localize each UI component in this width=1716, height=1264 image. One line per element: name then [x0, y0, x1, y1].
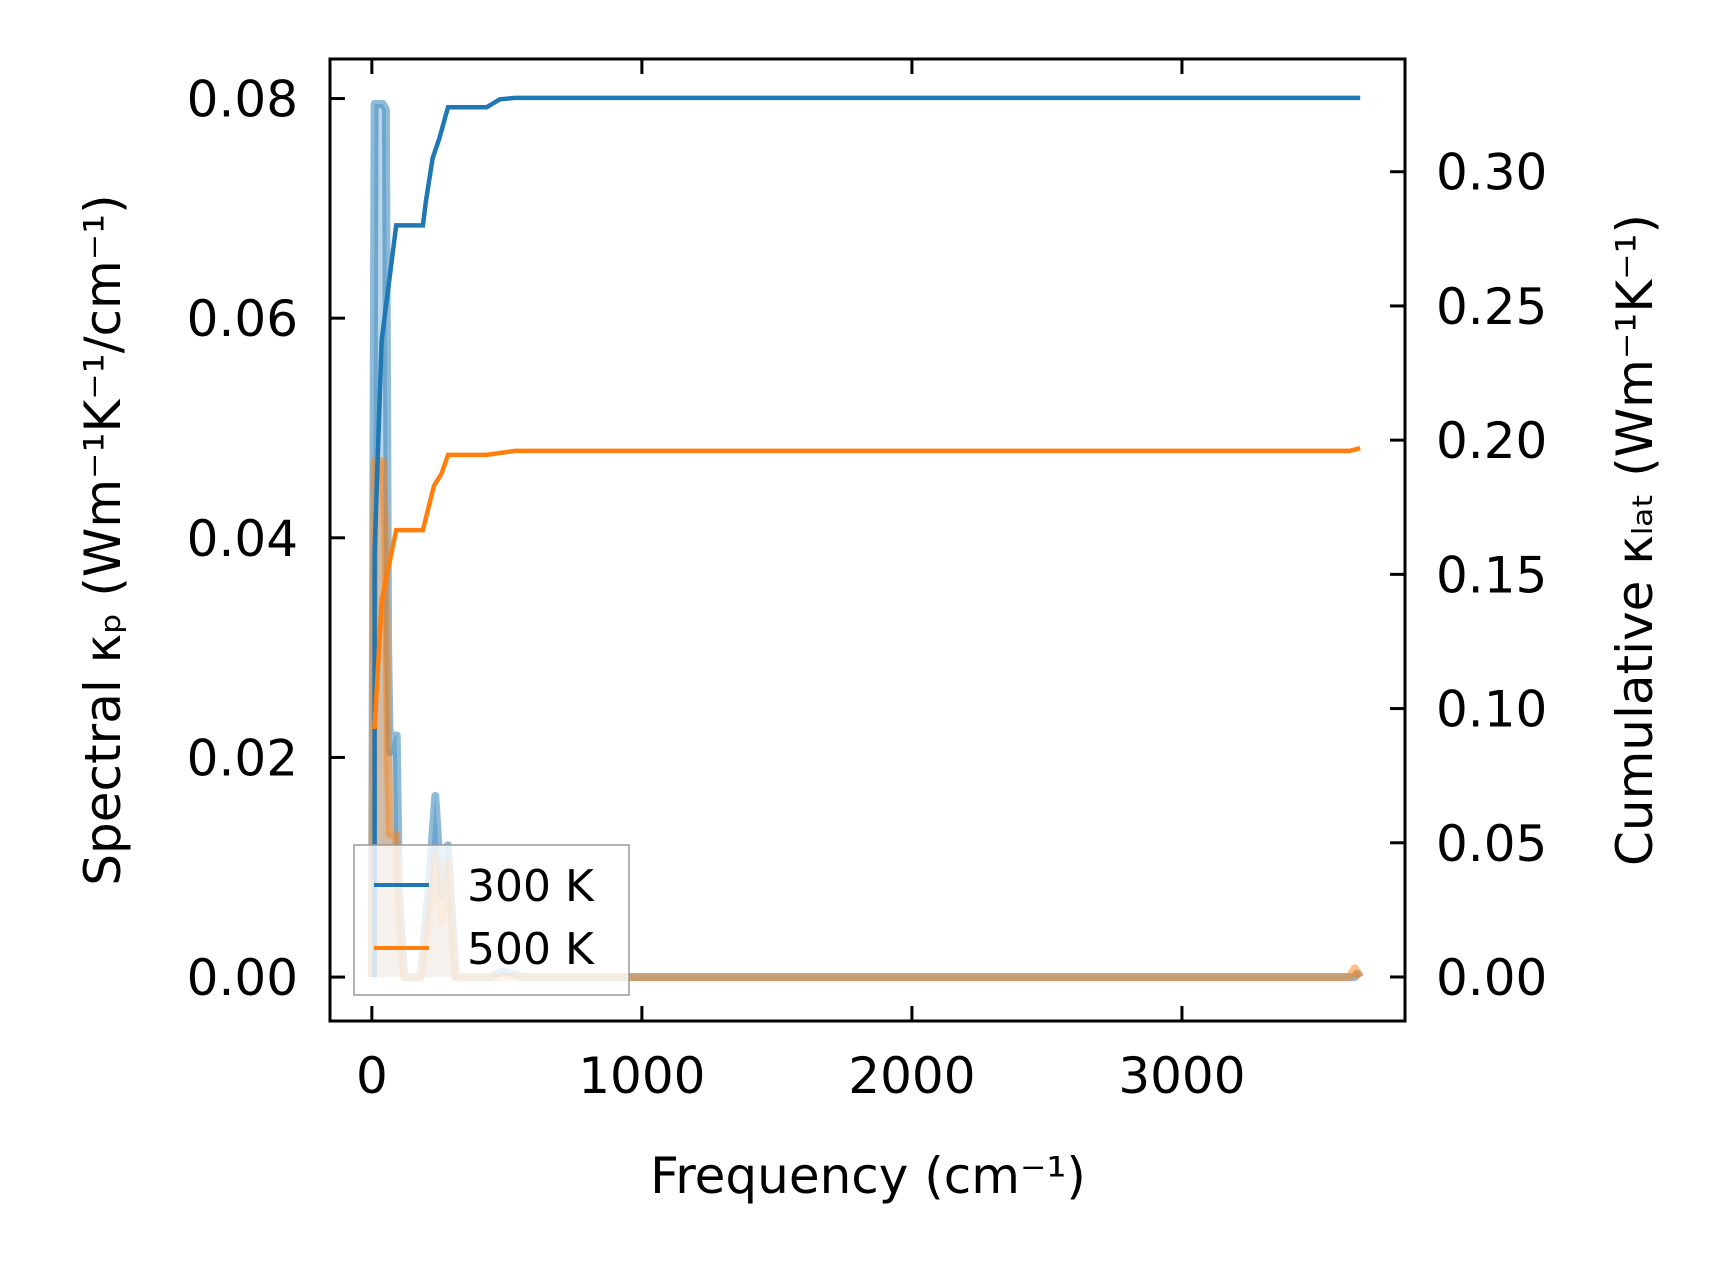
- y-left-tick-label: 0.02: [187, 729, 298, 787]
- legend-label-300k: 300 K: [467, 861, 595, 912]
- y-left-tick-label: 0.04: [187, 510, 298, 568]
- y-left-tick-label: 0.06: [187, 290, 298, 348]
- y-right-tick-label: 0.15: [1436, 546, 1547, 604]
- y-right-tick-label: 0.00: [1436, 949, 1547, 1007]
- y-left-tick-label: 0.08: [187, 71, 298, 129]
- y-left-tick-label: 0.00: [187, 949, 298, 1007]
- y-right-tick-label: 0.20: [1436, 412, 1547, 470]
- y-right-tick-label: 0.10: [1436, 681, 1547, 739]
- cumulative-line-300k: [372, 95, 1361, 977]
- x-axis-label: Frequency (cm⁻¹): [650, 1147, 1086, 1205]
- x-tick-label: 2000: [848, 1047, 975, 1105]
- y-right-tick-label: 0.05: [1436, 815, 1547, 873]
- x-tick-label: 0: [356, 1047, 388, 1105]
- legend-label-500k: 500 K: [467, 924, 595, 975]
- legend: 300 K 500 K: [353, 844, 630, 996]
- axes-frame: [328, 57, 1407, 1023]
- cumulative-line-500k: [372, 446, 1361, 730]
- y-right-tick-label: 0.25: [1436, 278, 1547, 336]
- x-tick-label: 3000: [1118, 1047, 1245, 1105]
- y-axis-right-label: Cumulative κₗₐₜ (Wm⁻¹K⁻¹): [1606, 214, 1664, 866]
- ticks: 0 1000 2000 3000 0.00 0.02 0.04 0.06 0.08 0.00 0.0…: [187, 59, 1547, 1105]
- y-right-tick-label: 0.30: [1436, 144, 1547, 202]
- x-tick-label: 1000: [578, 1047, 705, 1105]
- legend-box: [353, 844, 630, 996]
- y-axis-left-label: Spectral κₚ (Wm⁻¹K⁻¹/cm⁻¹): [74, 194, 132, 885]
